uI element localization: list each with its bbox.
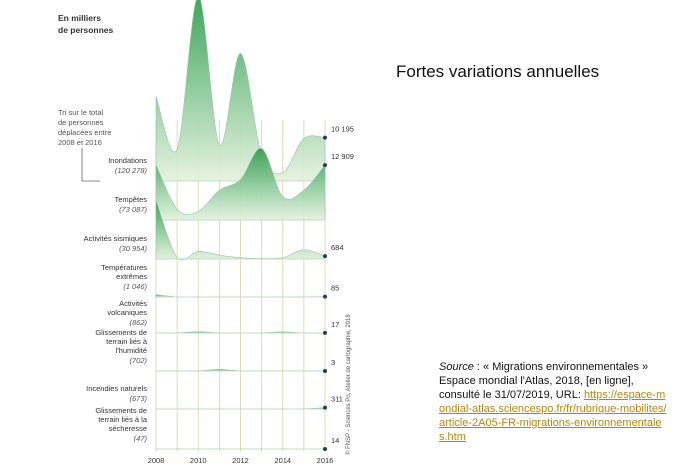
series-name: Incendies naturels [86,384,147,393]
series-name: Inondations [108,156,147,165]
series-name: Glissements de terrain liés à la sécheress… [95,406,148,433]
end-value-label: 3 [331,358,335,367]
end-value-label: 12 909 [331,152,354,161]
series-area [155,148,326,221]
end-value-label: 85 [331,284,339,293]
series-name: Glissements de terrain liés à l'humidité [95,328,148,355]
source-link[interactable]: https://espace-mondial-atlas.sciencespo.… [439,389,667,443]
series-total: (47) [134,434,148,443]
end-point [323,330,327,335]
x-tick-label: 2008 [148,456,165,465]
series-areas [155,0,326,450]
series-name: Activités sismiques [84,234,148,243]
end-value-labels: 10 195 12 909 684 85 17 3 311 14 [323,125,354,451]
series-total: (73 087) [119,205,147,214]
end-value-label: 10 195 [331,125,354,134]
sort-note: Tri sur le total de personnes déplacées … [58,108,112,147]
x-axis: 2008 2010 2012 2014 2016 [148,456,334,465]
series-name: Activités volcaniques [107,299,147,317]
series-area [155,0,326,182]
source-block: Source : « Migrations environnementales … [439,360,669,444]
series-total: (30 954) [119,244,147,253]
source-label: Source [439,361,474,373]
end-value-label: 17 [331,320,339,329]
end-point [323,135,327,140]
series-area [155,200,326,261]
series-total: (1 046) [123,282,147,291]
end-point [323,254,327,259]
sort-bracket [81,148,100,182]
series-total: (702) [129,356,147,365]
copyright-note: © FNSP - Sciences Po, Atelier de cartogr… [346,314,352,455]
series-total: (862) [129,318,147,327]
end-point [323,368,327,373]
series-total: (673) [129,394,147,403]
x-tick-label: 2016 [317,456,334,465]
series-name: Températures extrêmes [101,263,147,281]
end-point [323,294,327,299]
end-point [323,405,327,410]
x-tick-label: 2014 [274,456,291,465]
series-total: (120 278) [115,166,148,175]
x-tick-label: 2010 [190,456,207,465]
source-text: : « Migrations environnementales » Espac… [439,361,649,401]
x-tick-label: 2012 [232,456,249,465]
end-value-label: 311 [331,395,343,404]
unit-title: En milliers de personnes [58,13,114,35]
end-value-label: 14 [331,436,339,445]
slide-title: Fortes variations annuelles [396,62,600,81]
end-value-label: 684 [331,243,344,252]
end-point [323,163,327,168]
series-name: Tempêtes [114,195,147,204]
series-labels: Inondations(120 278) Tempêtes(73 087) Acti… [84,156,148,443]
end-point [323,446,327,451]
